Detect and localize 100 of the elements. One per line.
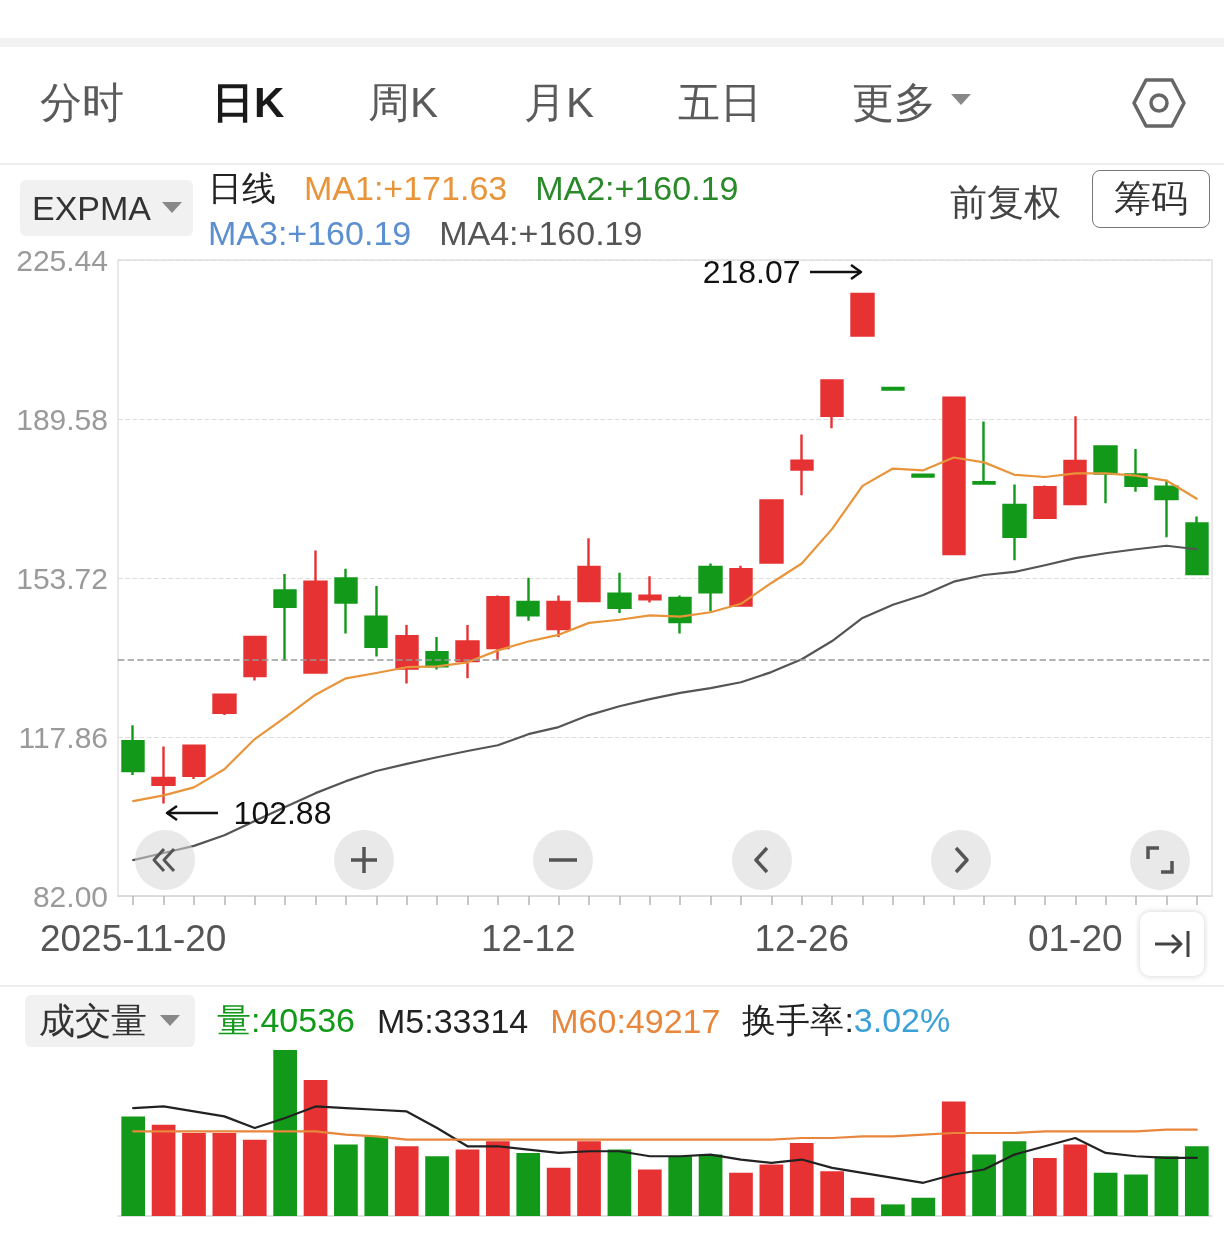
candlestick <box>486 594 510 662</box>
text: M5:33314 <box>377 1001 529 1041</box>
candlestick <box>455 623 480 680</box>
candlestick <box>698 562 723 613</box>
x-tick-label: 2025-11-20 <box>39 918 227 959</box>
bar <box>1063 1144 1088 1216</box>
candlestick <box>729 564 753 608</box>
candlestick <box>151 745 176 805</box>
bar <box>789 1142 814 1216</box>
candlestick <box>546 594 571 639</box>
series-label: 量:40536 <box>217 1000 355 1041</box>
bar <box>486 1141 510 1216</box>
bar <box>425 1156 449 1216</box>
candlestick <box>668 594 692 635</box>
x-tick-label: 01-20 <box>1027 918 1123 959</box>
candlestick <box>1185 515 1209 576</box>
candlestick <box>759 498 784 565</box>
legend-label: MA2:+160.19 <box>535 168 739 209</box>
text: 五日 <box>678 78 762 128</box>
annotation: 218.07 <box>702 252 801 291</box>
candlestick <box>1002 483 1027 562</box>
bar <box>820 1171 844 1216</box>
bar <box>1002 1141 1027 1216</box>
candlestick <box>334 567 358 635</box>
bar <box>121 1116 146 1216</box>
text: 更多 <box>852 78 936 128</box>
candlestick <box>790 433 814 497</box>
candlestick <box>972 420 996 485</box>
bar <box>607 1149 632 1216</box>
bar <box>1093 1172 1118 1216</box>
x-tick-label: 12-12 <box>480 918 576 959</box>
legend-label: MA3:+160.19 <box>208 213 412 254</box>
bar <box>151 1124 176 1216</box>
y-tick-label: 225.44 <box>16 243 108 277</box>
text: MA1:+171.63 <box>304 168 508 209</box>
candlestick <box>182 744 206 781</box>
text: 周K <box>368 78 439 128</box>
text: 前复权 <box>950 181 1061 225</box>
bar <box>364 1136 389 1216</box>
candlestick <box>516 576 540 622</box>
bar <box>182 1133 206 1216</box>
bar <box>273 1050 297 1216</box>
bar <box>1033 1157 1057 1216</box>
candlestick <box>607 571 632 615</box>
candlestick <box>1093 444 1118 505</box>
bar <box>972 1154 996 1216</box>
text: 月K <box>524 78 595 128</box>
candlestick <box>243 635 267 682</box>
legend-title: 日线 <box>208 168 276 209</box>
dropdown: 成交量 <box>25 995 195 1047</box>
candlestick <box>364 584 388 658</box>
candlestick <box>121 724 145 777</box>
candlestick <box>395 623 419 685</box>
candlestick <box>911 473 935 479</box>
bar <box>911 1197 936 1216</box>
text: 日K <box>212 78 285 128</box>
candlestick <box>638 575 662 604</box>
candlestick <box>820 378 844 430</box>
bar <box>334 1144 358 1216</box>
candlestick <box>850 291 875 338</box>
bar <box>941 1101 966 1216</box>
text: 换手率: <box>742 1001 854 1039</box>
text: 3.02% <box>853 1001 951 1039</box>
bar <box>668 1156 693 1216</box>
candlestick <box>212 693 237 717</box>
bar <box>1154 1156 1179 1216</box>
bar <box>546 1167 571 1216</box>
bar <box>455 1149 480 1216</box>
y-tick-label: 117.86 <box>18 720 108 754</box>
candlestick <box>942 395 966 556</box>
candlestick <box>577 536 601 603</box>
bar <box>881 1204 905 1216</box>
bar <box>516 1152 541 1216</box>
candlestick <box>1033 484 1057 521</box>
bar <box>1184 1146 1209 1216</box>
x-tick-label: 12-26 <box>754 918 850 959</box>
bar <box>303 1079 328 1216</box>
bar <box>850 1197 875 1216</box>
bar <box>1124 1174 1148 1216</box>
candlestick <box>303 549 328 675</box>
bar <box>577 1141 601 1216</box>
bar <box>394 1146 419 1216</box>
candlestick <box>1063 415 1087 506</box>
text: 分时 <box>40 78 124 128</box>
y-tick-label: 82.00 <box>32 879 108 913</box>
text: M60:49217 <box>550 1001 721 1041</box>
y-tick-label: 189.58 <box>16 402 108 436</box>
dropdown: EXPMA <box>20 180 193 236</box>
line-series <box>132 456 1198 803</box>
bar <box>759 1164 784 1216</box>
bar <box>212 1133 237 1216</box>
line-series <box>132 544 1198 862</box>
y-tick-label: 153.72 <box>16 561 108 595</box>
bar <box>729 1172 753 1216</box>
candlestick <box>881 386 905 392</box>
text: MA4:+160.19 <box>439 213 643 254</box>
button: 筹码 <box>1092 170 1210 228</box>
bar <box>242 1139 267 1216</box>
bar <box>698 1154 723 1216</box>
bar <box>637 1169 662 1216</box>
